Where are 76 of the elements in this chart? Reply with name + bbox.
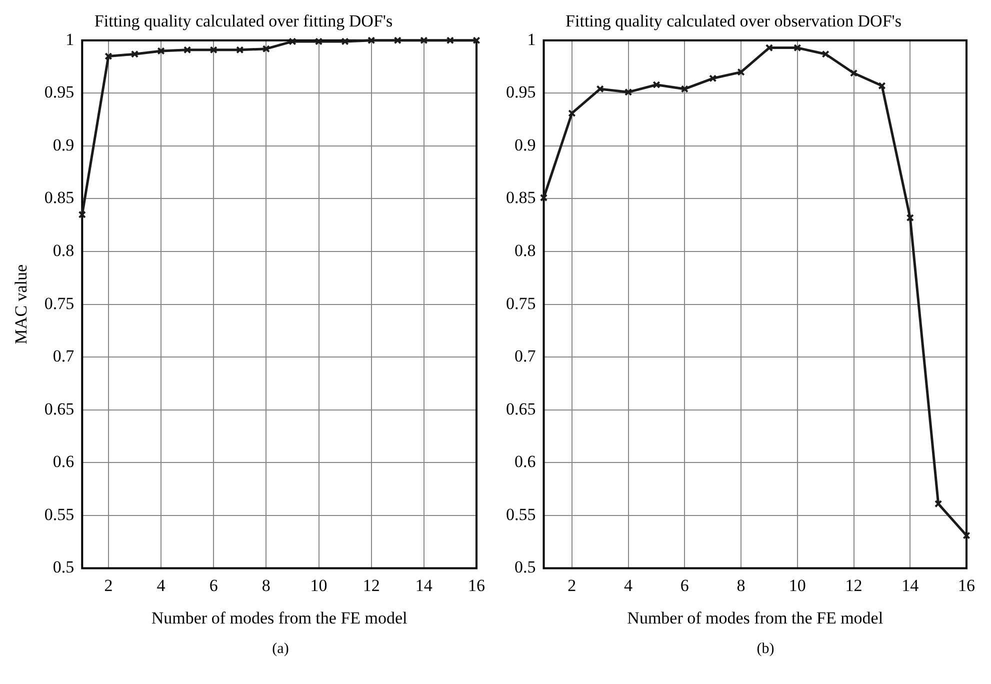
x-tick-label: 6	[209, 576, 218, 595]
y-tick-label: 0.65	[44, 399, 74, 418]
x-tick-label: 8	[262, 576, 270, 595]
y-tick-label: 0.6	[52, 452, 74, 472]
point	[104, 52, 112, 60]
y-tick-label: 0.55	[506, 504, 536, 524]
y-tick-label: 0.55	[44, 504, 74, 524]
y-tick-label: 0.95	[44, 82, 74, 102]
x-axis-title: Number of modes from the FE model	[151, 608, 408, 628]
y-tick-label: 0.6	[514, 452, 536, 472]
y-tick-label: 0.9	[514, 135, 536, 154]
x-axis-title: Number of modes from the FE model	[627, 608, 884, 628]
x-tick-label: 16	[958, 576, 975, 595]
x-tick-label: 6	[680, 576, 689, 595]
y-tick-label: 0.75	[44, 294, 74, 313]
y-tick-label: 0.5	[52, 558, 74, 577]
y-tick-label: 0.9	[52, 135, 74, 154]
point	[210, 46, 218, 54]
point	[737, 68, 745, 76]
x-tick-label: 10	[788, 576, 806, 595]
y-tick-label: 0.8	[514, 240, 536, 260]
y-tick-label: 0.7	[52, 346, 75, 366]
point	[288, 38, 296, 46]
point	[765, 44, 774, 52]
x-tick-label: 12	[845, 576, 862, 595]
y-tick-label: 0.75	[506, 294, 536, 313]
y-tick-label: 0.5	[514, 558, 536, 577]
chart-title: Fitting quality calculated over fitting DOF's	[94, 12, 393, 31]
point	[368, 36, 376, 44]
chart-title: Fitting quality calculated over observation DOF's	[566, 12, 902, 31]
point	[420, 36, 428, 44]
point	[394, 36, 402, 44]
point	[236, 46, 244, 54]
point	[934, 500, 942, 508]
point	[262, 45, 270, 53]
y-tick-label: 0.7	[514, 346, 536, 366]
point	[878, 82, 886, 90]
y-tick-label: 0.65	[506, 399, 536, 418]
point	[568, 109, 576, 118]
x-tick-label: 4	[624, 576, 634, 595]
text: (a)	[271, 641, 289, 658]
y-tick-label: 1	[66, 30, 74, 49]
point	[850, 69, 858, 77]
point	[596, 85, 604, 93]
x-tick-label: 14	[902, 576, 920, 595]
point	[472, 36, 480, 44]
point	[652, 80, 660, 89]
x-tick-label: 4	[156, 576, 166, 595]
point	[540, 194, 548, 202]
x-tick-label: 8	[736, 576, 746, 595]
point	[183, 46, 192, 54]
point	[130, 50, 139, 58]
x-tick-label: 16	[468, 576, 485, 595]
point	[680, 85, 688, 93]
point	[906, 214, 914, 222]
point	[78, 210, 86, 218]
point	[624, 88, 632, 96]
point	[446, 36, 454, 44]
y-axis-title: MAC value	[12, 264, 31, 344]
y-tick-label: 0.85	[506, 188, 536, 208]
x-tick-label: 14	[415, 576, 433, 595]
text: (b)	[756, 641, 774, 658]
point	[314, 38, 323, 46]
y-tick-label: 1	[527, 30, 536, 49]
y-tick-label: 0.8	[52, 240, 74, 260]
point	[794, 44, 802, 52]
x-tick-label: 2	[104, 576, 113, 595]
y-tick-label: 0.85	[44, 188, 74, 208]
point	[157, 47, 165, 55]
x-tick-label: 2	[568, 576, 576, 595]
y-tick-label: 0.95	[506, 82, 536, 102]
point	[709, 74, 717, 82]
x-tick-label: 12	[362, 576, 380, 595]
x-tick-label: 10	[310, 576, 328, 595]
point	[822, 50, 830, 58]
point	[341, 38, 349, 46]
